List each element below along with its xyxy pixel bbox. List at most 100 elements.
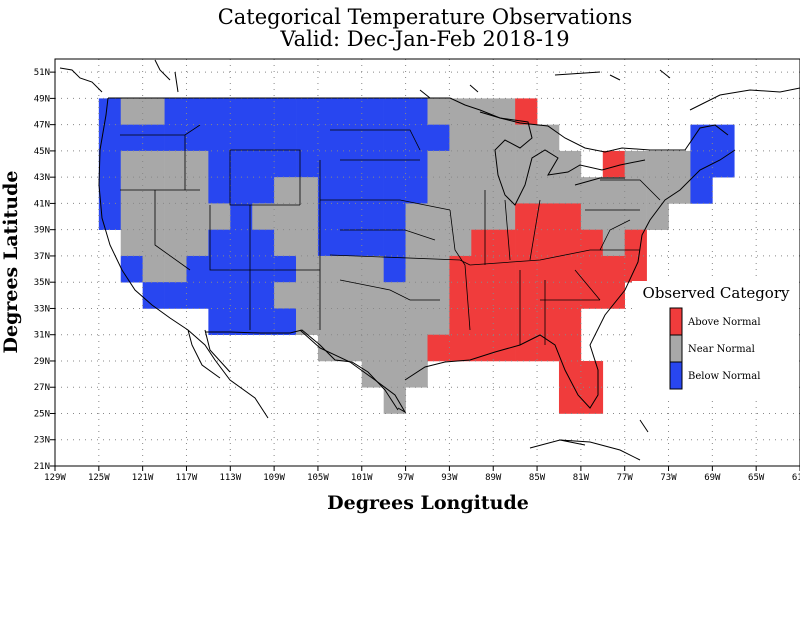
lat-tick-label: 31N (34, 331, 50, 341)
grid-cell-n (405, 229, 428, 257)
grid-cell-n (580, 177, 604, 204)
grid-cell-b (361, 124, 384, 152)
lat-tick-label: 25N (34, 409, 50, 419)
grid-cell-n (427, 203, 450, 230)
legend-label: Above Normal (687, 317, 761, 328)
grid-cell-n (383, 360, 406, 388)
grid-cell-n (405, 308, 428, 336)
grid-cell-b (712, 124, 735, 152)
grid-cell-n (274, 177, 297, 204)
grid-cell-n (646, 203, 669, 230)
legend-label: Below Normal (688, 371, 760, 382)
lat-tick-label: 29N (34, 357, 50, 367)
grid-cell-a (537, 255, 560, 283)
grid-cell-a (493, 334, 516, 362)
grid-cell-b (230, 308, 253, 336)
grid-cell-b (230, 150, 253, 178)
grid-cell-a (558, 387, 582, 414)
grid-cell-n (186, 177, 209, 204)
grid-cell-n (537, 150, 560, 178)
grid-cell-b (252, 229, 275, 257)
grid-cell-n (339, 334, 363, 362)
grid-cell-b (252, 282, 275, 309)
florida-keys-cuba-path (529, 419, 649, 461)
grid-cell-n (624, 177, 647, 204)
grid-cell-b (186, 282, 209, 309)
grid-cell-n (646, 150, 669, 178)
grid-cell-b (405, 150, 428, 178)
legend-background (632, 281, 798, 401)
grid-cell-a (558, 308, 582, 336)
grid-cell-b (230, 124, 253, 152)
grid-cell-n (427, 177, 450, 204)
grid-cell-a (558, 229, 582, 257)
grid-cell-n (471, 177, 494, 204)
grid-cell-n (515, 150, 538, 178)
lon-tick-label: 101W (351, 473, 373, 483)
grid-cell-n (296, 255, 319, 283)
grid-cell-a (624, 229, 647, 257)
grid-cell-n (142, 98, 165, 125)
grid-cell-n (427, 98, 450, 125)
grid-cell-a (537, 203, 560, 230)
grid-cell-n (624, 150, 647, 178)
grid-cell-b (252, 308, 275, 336)
grid-cell-b (274, 255, 297, 283)
lon-tick-label: 61W (792, 473, 800, 483)
grid-cell-a (515, 282, 538, 309)
grid-cell-a (580, 255, 604, 283)
grid-cell-b (252, 124, 275, 152)
grid-cell-b (186, 98, 209, 125)
grid-cell-b (230, 98, 253, 125)
grid-cell-b (339, 203, 363, 230)
grid-cell-n (120, 150, 143, 178)
grid-cell-b (230, 203, 253, 230)
lon-tick-label: 121W (132, 473, 154, 483)
lat-tick-label: 27N (34, 383, 50, 393)
grid-cell-n (602, 177, 625, 204)
grid-cell-n (296, 229, 319, 257)
grid-cell-n (142, 255, 165, 283)
grid-cell-b (120, 124, 143, 152)
grid-cell-b (405, 98, 428, 125)
lat-tick-label: 43N (34, 173, 50, 183)
grid-cell-n (164, 203, 187, 230)
grid-cell-n (493, 150, 516, 178)
lon-tick-label: 89W (485, 473, 502, 483)
grid-cell-n (405, 282, 428, 309)
grid-cell-n (361, 282, 384, 309)
grid-cell-n (296, 308, 319, 336)
grid-cell-b (252, 150, 275, 178)
great-lakes-path (479, 111, 646, 206)
grid-cell-n (602, 229, 625, 257)
grid-cell-b (317, 229, 341, 257)
grid-cell-n (274, 229, 297, 257)
grid-cell-n (296, 282, 319, 309)
grid-cell-a (537, 334, 560, 362)
grid-cell-a (515, 203, 538, 230)
grid-cell-b (208, 282, 231, 309)
grid-cell-n (537, 177, 560, 204)
lon-tick-label: 81W (573, 473, 590, 483)
grid-cell-b (339, 98, 363, 125)
grid-cell-a (515, 334, 538, 362)
grid-cell-n (164, 229, 187, 257)
grid-cell-a (602, 255, 625, 283)
grid-cell-n (142, 177, 165, 204)
lon-tick-label: 65W (748, 473, 765, 483)
grid-cell-a (449, 308, 472, 336)
grid-cell-a (602, 282, 625, 309)
grid-cell-a (471, 282, 494, 309)
grid-cell-a (515, 98, 538, 125)
grid-cell-n (427, 255, 450, 283)
grid-cell-n (361, 334, 384, 362)
grid-cell-b (274, 150, 297, 178)
grid-cell-n (580, 203, 604, 230)
grid-cell-b (339, 177, 363, 204)
grid-cell-n (493, 177, 516, 204)
grid-cell-b (208, 255, 231, 283)
grid-cell-n (383, 308, 406, 336)
grid-cell-b (361, 203, 384, 230)
grid-cell-b (98, 203, 122, 230)
